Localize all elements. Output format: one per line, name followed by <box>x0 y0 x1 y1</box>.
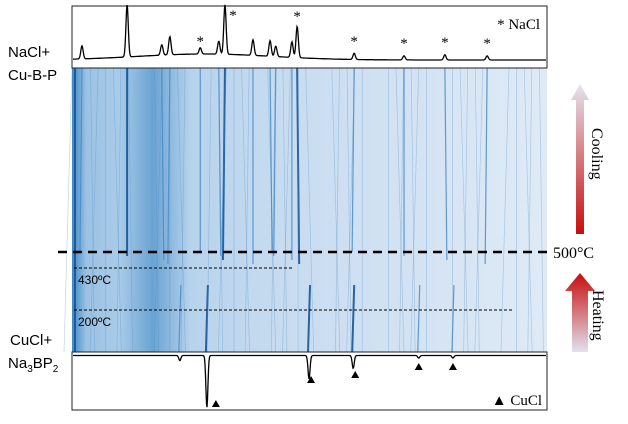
heatmap-faint-line <box>180 67 186 353</box>
heatmap-line-top-phase <box>79 67 83 253</box>
cooling-label: Cooling <box>588 128 605 180</box>
heatmap-faint-line <box>527 67 533 353</box>
heatmap-line-bottom-phase <box>204 284 209 353</box>
heatmap-faint-line <box>218 67 224 353</box>
heatmap-faint-line <box>267 67 277 353</box>
nacl-peak-star: * <box>229 8 237 24</box>
nacl-peak-star: * <box>483 36 491 52</box>
heatmap-faint-line <box>346 67 352 353</box>
heatmap-faint-line <box>218 67 227 353</box>
cooling-arrow: Cooling <box>571 84 605 234</box>
heatmap-faint-line <box>153 67 163 353</box>
heatmap-faint-line <box>539 67 544 353</box>
heatmap-faint-line <box>154 67 159 353</box>
heatmap-line-top-phase <box>351 67 355 253</box>
heatmap-line-bottom-phase <box>417 284 421 353</box>
heatmap-faint-line <box>463 67 469 353</box>
top-pattern-line <box>73 4 546 61</box>
bottom-pattern-line <box>73 354 546 408</box>
heatmap-line-top-phase <box>273 67 277 257</box>
heatmap-faint-line <box>241 67 250 353</box>
cucl-peak-triangle <box>351 371 360 378</box>
nacl-peak-star: * <box>293 9 301 25</box>
heatmap-line-bottom-phase <box>307 284 312 353</box>
heatmap-faint-line <box>474 67 480 353</box>
nacl-peak-star: * <box>400 36 408 52</box>
heatmap-faint-line <box>116 67 122 353</box>
cucl-peak-triangle <box>414 363 423 370</box>
heatmap-faint-line <box>305 67 315 353</box>
heatmap-faint-line <box>399 67 404 353</box>
heatmap-faint-line <box>346 67 355 353</box>
heatmap-faint-line <box>177 67 186 353</box>
heatmap-line-top-phase <box>269 67 273 253</box>
cucl-legend: ▲ CuCl <box>492 393 542 409</box>
heatmap-line-top-phase <box>444 67 448 261</box>
heatmap-faint-line <box>410 67 416 353</box>
heatmap-faint-line <box>63 67 73 353</box>
heatmap-faint-line <box>112 67 122 353</box>
nacl-peak-star: * <box>441 35 449 51</box>
heatmap-faint-line <box>206 67 212 353</box>
heatmap-line-top-phase <box>221 67 226 261</box>
heatmap-faint-line <box>244 67 250 353</box>
heatmap-faint-line <box>335 67 340 353</box>
heatmap-line-top-phase <box>484 67 488 265</box>
top-sample-label-2: Cu-B-P <box>8 67 57 84</box>
heatmap-faint-line <box>331 67 341 353</box>
nacl-legend: * NaCl <box>497 17 540 33</box>
top-sample-label-1: NaCl+ <box>8 44 50 61</box>
cooling-arrow-shape <box>571 84 589 234</box>
heatmap-line-bottom-phase <box>178 284 182 353</box>
label-200c: 200ºC <box>78 315 111 329</box>
heatmap-faint-line <box>89 67 99 353</box>
heatmap-line-top-phase <box>218 67 222 257</box>
nacl-peak-star: * <box>350 34 358 50</box>
heatmap-faint-line <box>500 67 510 353</box>
heatmap-faint-line <box>459 67 469 353</box>
heatmap-faint-line <box>282 67 288 353</box>
heatmap-faint-line <box>128 67 133 353</box>
heatmap-faint-line <box>90 67 95 353</box>
heatmap-faint-line <box>395 67 405 353</box>
cucl-peak-triangle <box>211 400 220 407</box>
cucl-peak-triangle <box>448 363 457 370</box>
heatmap-faint-line <box>474 67 484 353</box>
heatmap-faint-line <box>410 67 420 353</box>
heating-arrow: Heating <box>565 273 606 352</box>
heating-arrow-shape <box>565 273 595 352</box>
label-430c: 430ºC <box>78 273 111 287</box>
bottom-sample-label-1: CuCl+ <box>10 332 52 349</box>
cucl-peak-triangle <box>307 376 316 383</box>
heatmap-line-top-phase <box>161 67 165 261</box>
heatmap-line-top-phase <box>296 67 301 265</box>
heatmap-faint-line <box>270 67 276 353</box>
heatmap-line-bottom-phase <box>451 284 455 353</box>
nacl-peak-star: * <box>197 34 205 50</box>
heatmap-line-top-phase <box>167 67 171 265</box>
label-500c: 500°C <box>553 245 594 262</box>
heatmap <box>63 67 547 353</box>
heatmap-line-bottom-phase <box>351 284 356 353</box>
bottom-sample-label-2: Na3BP2 <box>8 355 59 375</box>
heatmap-faint-line <box>282 67 291 353</box>
heating-label: Heating <box>589 290 606 341</box>
heatmap-faint-line <box>523 67 533 353</box>
